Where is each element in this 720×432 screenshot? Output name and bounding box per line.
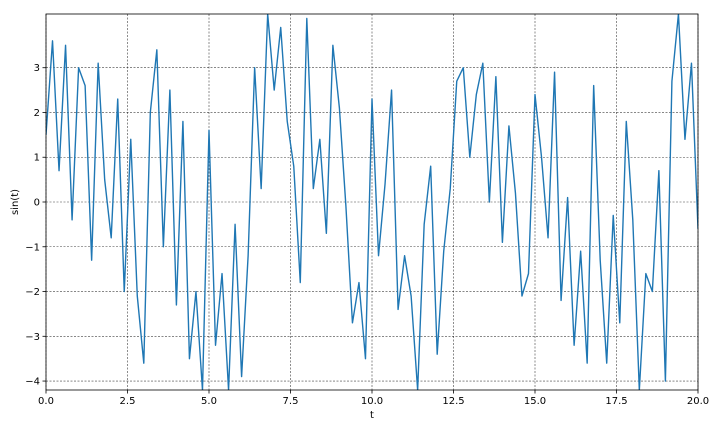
series-layer	[46, 14, 698, 390]
x-tick-label: 15.0	[524, 396, 546, 407]
x-axis-label: t	[370, 410, 374, 421]
y-tick-label: 0	[34, 198, 40, 209]
y-axis-label: sin(t)	[10, 189, 21, 215]
axis-ticks: 0.0 2.5 5.0 7.5 10.0 12.5 15.0 17.5 20.0 3 2 1 0 −1 −2…	[25, 63, 709, 407]
y-tick-label: 3	[34, 63, 40, 74]
x-tick-label: 20.0	[687, 396, 709, 407]
y-tick-label: 1	[34, 153, 40, 164]
plot-frame	[45, 13, 699, 391]
y-tick-label: −1	[25, 242, 40, 253]
x-tick-label: 10.0	[361, 396, 383, 407]
x-tick-label: 17.5	[605, 396, 627, 407]
y-tick-label: −2	[25, 287, 40, 298]
y-tick-label: 2	[34, 108, 40, 119]
y-tick-label: −3	[25, 332, 40, 343]
series-line-0	[46, 14, 698, 390]
x-tick-label: 0.0	[38, 396, 54, 407]
x-tick-label: 12.5	[442, 396, 464, 407]
x-tick-label: 5.0	[201, 396, 217, 407]
x-tick-label: 7.5	[283, 396, 299, 407]
y-tick-label: −4	[25, 377, 40, 388]
x-tick-label: 2.5	[120, 396, 136, 407]
